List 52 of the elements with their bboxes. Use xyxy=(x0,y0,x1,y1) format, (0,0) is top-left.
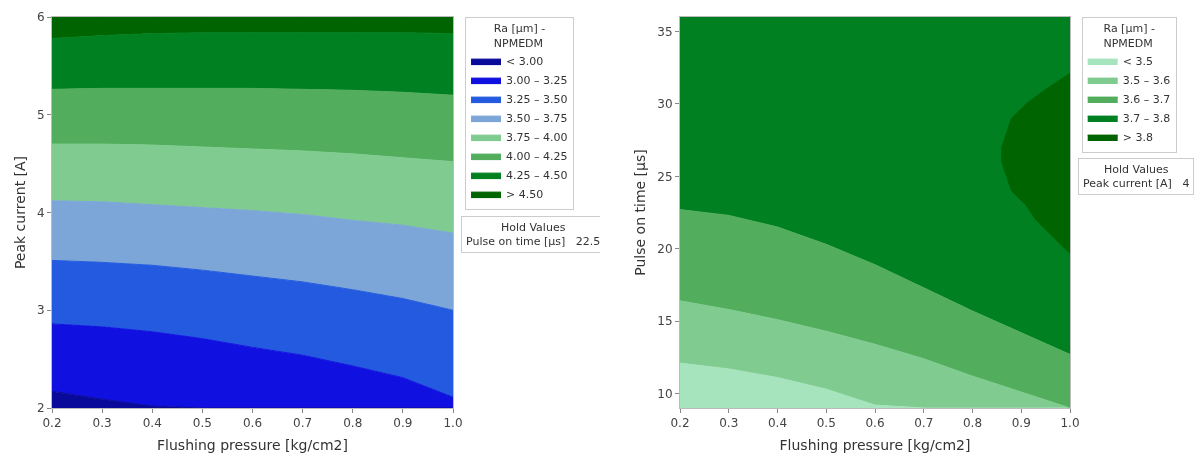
x-tick-label: 1.0 xyxy=(1060,416,1080,431)
legend-label: 3.75 – 4.00 xyxy=(506,131,568,145)
x-tick-label: 0.4 xyxy=(142,416,162,431)
x-tick-label: 0.3 xyxy=(92,416,112,431)
legend-label: 4.00 – 4.25 xyxy=(506,150,568,164)
y-tick-label: 4 xyxy=(36,205,45,220)
y-tick-label: 6 xyxy=(36,10,45,25)
y-tick-label: 35 xyxy=(657,24,673,39)
legend-label: 4.25 – 4.50 xyxy=(506,169,568,183)
legend-label: > 3.8 xyxy=(1122,131,1153,145)
x-tick-label: 0.8 xyxy=(962,416,983,431)
x-tick-label: 0.8 xyxy=(343,416,363,431)
y-tick-label: 20 xyxy=(657,241,673,256)
x-tick-label: 0.6 xyxy=(242,416,263,431)
y-tick-label: 5 xyxy=(36,107,45,122)
text: Pulse on time [µs] 22.5 xyxy=(466,235,601,249)
text: Peak current [A] 4 xyxy=(1083,177,1190,191)
legend-label: > 4.50 xyxy=(506,188,544,202)
legend-label: < 3.00 xyxy=(506,55,544,69)
legend-label: 3.7 – 3.8 xyxy=(1122,112,1171,126)
x-tick-label: 0.5 xyxy=(816,416,836,431)
x-tick-label: 0.2 xyxy=(670,416,690,431)
legend-label: 3.50 – 3.75 xyxy=(506,112,568,126)
x-tick-label: 0.9 xyxy=(1011,416,1031,431)
x-tick-label: 0.4 xyxy=(767,416,788,431)
x-tick-label: 0.3 xyxy=(719,416,739,431)
x-tick-label: 0.7 xyxy=(293,416,313,431)
x-tick-label: 1.0 xyxy=(443,416,463,431)
y-tick-label: 30 xyxy=(657,97,673,112)
y-tick-label: 3 xyxy=(36,303,45,318)
legend-label: 3.5 – 3.6 xyxy=(1122,74,1171,88)
x-tick-label: 0.7 xyxy=(914,416,934,431)
legend-title: Ra [µm] - NPMEDM xyxy=(1103,22,1155,50)
y-tick-label: 10 xyxy=(657,386,673,401)
x-tick-label: 0.2 xyxy=(42,416,62,431)
x-tick-label: 0.6 xyxy=(865,416,885,431)
text: Hold Values xyxy=(1103,163,1169,176)
y-tick-label: 15 xyxy=(657,314,673,329)
y-axis-title: Pulse on time [µs] xyxy=(631,149,648,276)
legend-label: < 3.5 xyxy=(1122,55,1153,69)
legend-label: 3.6 – 3.7 xyxy=(1122,93,1171,107)
y-tick-label: 25 xyxy=(657,169,673,184)
legend-label: 3.25 – 3.50 xyxy=(506,93,568,107)
text: Hold Values xyxy=(500,221,566,234)
legend-label: 3.00 – 3.25 xyxy=(506,74,568,88)
y-axis-title: Peak current [A] xyxy=(11,155,28,270)
y-tick-label: 2 xyxy=(36,401,45,416)
x-axis-title: Flushing pressure [kg/cm2] xyxy=(779,436,971,453)
legend-title: Ra [µm] - NPMEDM xyxy=(493,22,546,50)
x-tick-label: 0.9 xyxy=(393,416,413,431)
x-axis-title: Flushing pressure [kg/cm2] xyxy=(157,436,348,453)
x-tick-label: 0.5 xyxy=(192,416,212,431)
